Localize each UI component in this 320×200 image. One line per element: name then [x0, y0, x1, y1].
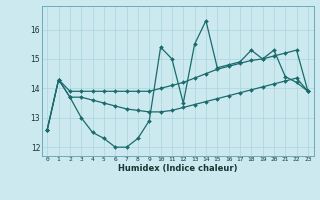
X-axis label: Humidex (Indice chaleur): Humidex (Indice chaleur) [118, 164, 237, 173]
